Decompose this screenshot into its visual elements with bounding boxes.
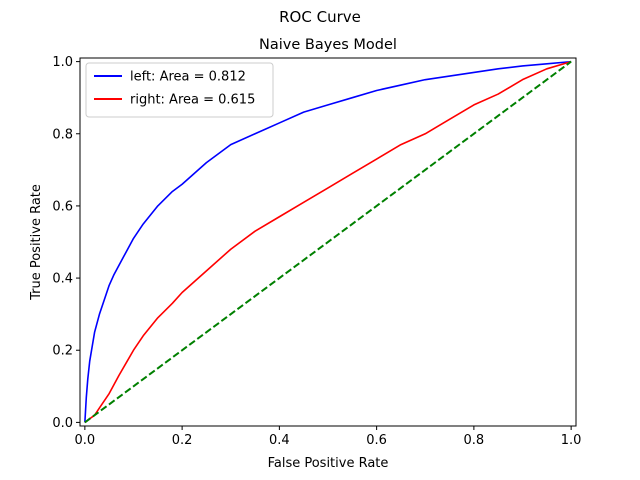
chart-title: Naive Bayes Model <box>259 37 397 53</box>
plot-frame <box>79 57 577 427</box>
y-tick-label: 0.4 <box>52 272 73 287</box>
x-tick-label: 0.8 <box>464 433 485 448</box>
x-tick-label: 0.2 <box>172 433 193 448</box>
chart-suptitle: ROC Curve <box>279 8 361 26</box>
x-tick-label: 1.0 <box>561 433 582 448</box>
y-tick-label: 0.8 <box>52 127 73 142</box>
y-tick-label: 0.6 <box>52 199 73 214</box>
legend-box <box>85 62 274 118</box>
x-tick-label: 0.4 <box>269 433 290 448</box>
series-line-2 <box>84 60 572 424</box>
legend-label: left: Area = 0.812 <box>130 70 246 85</box>
y-tick-label: 0.0 <box>52 416 73 431</box>
legend: left: Area = 0.812 right: Area = 0.615 <box>85 62 274 118</box>
y-tick-label: 0.2 <box>52 344 73 359</box>
legend-label: right: Area = 0.615 <box>130 93 255 108</box>
x-tick-label: 0.0 <box>75 433 96 448</box>
x-axis-label: False Positive Rate <box>268 456 389 471</box>
x-tick-label: 0.6 <box>366 433 387 448</box>
y-tick-label: 1.0 <box>52 55 73 70</box>
series-line-1 <box>84 60 572 423</box>
series-line-3 <box>84 60 572 424</box>
y-axis-label: True Positive Rate <box>29 184 44 301</box>
